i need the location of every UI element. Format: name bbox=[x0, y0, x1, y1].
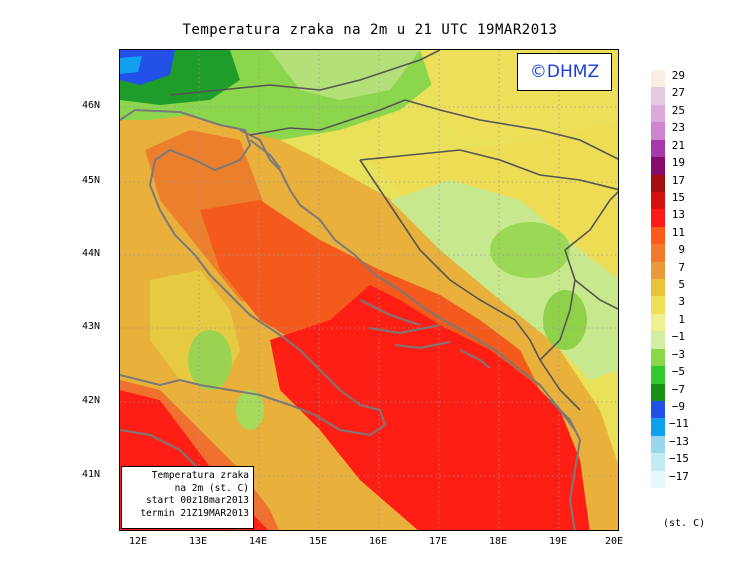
legend-swatch bbox=[651, 331, 665, 350]
legend-label: −7 bbox=[671, 382, 685, 396]
lon-label-19e: 19E bbox=[548, 536, 568, 547]
lat-label-46n: 46N bbox=[82, 100, 101, 111]
legend-swatch bbox=[651, 261, 665, 280]
legend-swatch bbox=[651, 70, 665, 88]
legend-label: 19 bbox=[671, 156, 685, 170]
field-slovenia bbox=[270, 50, 420, 100]
legend-swatch bbox=[651, 366, 665, 384]
legend-label: 3 bbox=[678, 295, 685, 309]
legend-swatch bbox=[651, 418, 665, 437]
legend-label: 23 bbox=[671, 121, 685, 135]
legend-swatch bbox=[651, 244, 665, 263]
legend-swatch bbox=[651, 174, 665, 193]
legend-label: −15 bbox=[669, 452, 689, 466]
lat-label-41n: 41N bbox=[82, 469, 101, 480]
legend-swatch bbox=[651, 104, 665, 123]
legend-swatch bbox=[651, 122, 665, 141]
lon-label-15e: 15E bbox=[308, 536, 328, 547]
legend-label: 7 bbox=[678, 260, 685, 274]
legend-swatch bbox=[651, 209, 665, 228]
legend-swatch bbox=[651, 435, 665, 454]
legend-label: −3 bbox=[671, 347, 685, 361]
legend-swatch bbox=[651, 87, 665, 106]
legend-label: −11 bbox=[669, 417, 689, 431]
legend-swatch bbox=[651, 139, 665, 158]
lat-label-42n: 42N bbox=[82, 395, 101, 406]
lon-label-18e: 18E bbox=[488, 536, 508, 547]
legend-swatch bbox=[651, 400, 665, 419]
lat-label-45n: 45N bbox=[82, 175, 101, 186]
info-line-2: na 2m (st. C) bbox=[174, 482, 249, 494]
info-box: Temperatura zraka na 2m (st. C) start 00… bbox=[121, 466, 254, 529]
field-south-sea bbox=[270, 285, 590, 530]
legend-label: 1 bbox=[678, 312, 685, 326]
temperature-field bbox=[120, 50, 618, 530]
lon-label-16e: 16E bbox=[368, 536, 388, 547]
legend-unit: (st. C) bbox=[663, 518, 706, 529]
info-line-1: Temperatura zraka bbox=[151, 470, 249, 481]
legend-swatch bbox=[651, 453, 665, 472]
legend-swatch bbox=[651, 470, 665, 489]
coastlines bbox=[120, 108, 582, 530]
legend-swatch bbox=[651, 313, 665, 332]
grid-lines bbox=[120, 50, 618, 530]
lon-label-12e: 12E bbox=[128, 536, 148, 547]
lon-label-17e: 17E bbox=[428, 536, 448, 547]
info-line-3: start 00z18mar2013 bbox=[146, 495, 249, 506]
legend-label: 15 bbox=[671, 190, 685, 204]
field-italy-cool-2 bbox=[236, 390, 264, 430]
map-title: Temperatura zraka na 2m u 21 UTC 19MAR20… bbox=[182, 22, 558, 38]
legend-label: 11 bbox=[671, 225, 685, 239]
lon-label-14e: 14E bbox=[248, 536, 268, 547]
field-bosnia-green bbox=[490, 222, 570, 278]
dhmz-watermark: ©DHMZ bbox=[517, 53, 612, 91]
legend-swatch bbox=[651, 296, 665, 315]
legend-swatch bbox=[651, 383, 665, 402]
legend-swatch bbox=[651, 191, 665, 210]
legend-label: 5 bbox=[678, 278, 685, 291]
info-line-4: termin 21Z19MAR2013 bbox=[140, 507, 249, 519]
legend-label: −9 bbox=[671, 399, 685, 413]
legend-label: 25 bbox=[671, 103, 685, 117]
color-legend bbox=[651, 70, 671, 489]
lon-label-20e: 20E bbox=[604, 536, 624, 547]
country-borders bbox=[169, 50, 618, 411]
lon-label-13e: 13E bbox=[188, 536, 208, 547]
legend-label: −1 bbox=[671, 330, 685, 344]
legend-label: −17 bbox=[669, 469, 689, 483]
legend-label: 29 bbox=[671, 69, 685, 82]
legend-label: 27 bbox=[671, 86, 685, 100]
legend-swatch bbox=[651, 279, 665, 297]
lat-label-44n: 44N bbox=[82, 248, 101, 259]
legend-label: −5 bbox=[671, 365, 685, 379]
legend-label: 9 bbox=[678, 243, 685, 257]
legend-swatch bbox=[651, 226, 665, 245]
legend-swatch bbox=[651, 348, 665, 367]
field-montenegro-green bbox=[543, 290, 587, 350]
field-alps-frost-core bbox=[120, 56, 142, 74]
legend-swatch bbox=[651, 157, 665, 175]
legend-label: 21 bbox=[671, 138, 685, 152]
legend-label: 13 bbox=[671, 208, 685, 222]
legend-label: −13 bbox=[669, 434, 689, 448]
field-italy-cool bbox=[188, 330, 232, 390]
lat-label-43n: 43N bbox=[82, 321, 101, 332]
temperature-map bbox=[119, 49, 619, 531]
legend-label: 17 bbox=[671, 173, 685, 187]
